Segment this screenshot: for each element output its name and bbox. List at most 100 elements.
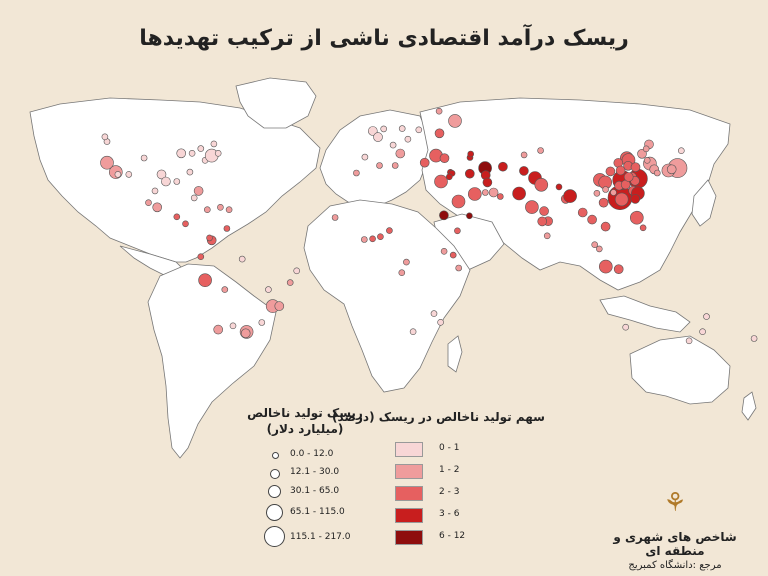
risk-circle xyxy=(703,313,710,320)
risk-circle xyxy=(543,232,551,240)
risk-circle xyxy=(373,132,383,142)
pct-legend-item: 1 - 2 xyxy=(395,464,475,480)
risk-circle xyxy=(161,176,171,187)
risk-circle xyxy=(587,214,597,225)
legend-gdp-risk: ریسک تولید ناخالص (میلیارد دلار) 0.0 - 1… xyxy=(240,405,370,547)
landmass-australia xyxy=(629,335,731,405)
risk-circle xyxy=(293,267,301,275)
brand-block: ⚘ شاخص های شهری و منطقه ای مرجع :دانشگاه… xyxy=(600,490,750,571)
risk-circle xyxy=(206,234,213,242)
risk-circle xyxy=(439,153,450,163)
risk-circle xyxy=(598,259,613,274)
risk-circle xyxy=(173,213,181,221)
risk-circles xyxy=(100,107,758,345)
risk-circle xyxy=(210,140,218,148)
risk-circle xyxy=(593,190,601,197)
risk-circle xyxy=(225,206,233,213)
risk-circle xyxy=(629,210,644,225)
risk-circle xyxy=(193,186,204,196)
risk-circle xyxy=(360,236,368,243)
risk-circle xyxy=(602,186,609,193)
risk-circle xyxy=(367,126,378,136)
risk-circle xyxy=(637,149,647,159)
risk-circle xyxy=(630,194,641,204)
size-legend-item: 115.1 - 217.0 xyxy=(240,526,380,549)
pct-legend-item: 6 - 12 xyxy=(395,530,475,546)
size-legend-label: 12.1 - 30.0 xyxy=(290,467,340,477)
risk-circle xyxy=(439,210,449,221)
risk-circle xyxy=(496,193,504,200)
size-legend-item: 65.1 - 115.0 xyxy=(240,504,380,525)
risk-circle xyxy=(391,162,399,169)
pct-legend-item: 0 - 1 xyxy=(395,442,475,458)
risk-circle xyxy=(615,165,626,176)
risk-circle xyxy=(653,169,661,177)
risk-circle xyxy=(666,164,677,175)
risk-circle xyxy=(361,153,369,161)
map-title: ریسک درآمد اقتصادی ناشی از ترکیب تهدیدها xyxy=(139,26,629,51)
risk-circle xyxy=(539,206,549,216)
risk-circle xyxy=(197,253,205,261)
brand-reference: مرجع :دانشگاه کمبریج xyxy=(628,560,722,571)
risk-circle xyxy=(176,148,186,159)
pct-legend-swatch xyxy=(395,464,423,479)
risk-circle xyxy=(221,286,229,293)
risk-circle xyxy=(430,310,438,317)
landmass-japan xyxy=(691,179,717,227)
risk-circle xyxy=(437,318,444,326)
risk-circle xyxy=(223,225,231,232)
risk-circle xyxy=(190,194,198,202)
risk-circle xyxy=(100,155,114,170)
risk-circle xyxy=(643,157,651,164)
risk-circle xyxy=(380,125,388,133)
risk-circle xyxy=(639,224,647,232)
risk-circle xyxy=(448,114,462,128)
risk-circle xyxy=(467,187,482,201)
risk-circle xyxy=(435,107,443,115)
risk-circle xyxy=(623,172,634,182)
risk-circle xyxy=(229,322,237,330)
risk-circle xyxy=(419,157,430,168)
risk-circle xyxy=(595,245,603,253)
risk-circle xyxy=(449,251,457,259)
risk-circle xyxy=(238,255,246,263)
landmass-south-america xyxy=(147,263,277,459)
risk-circle xyxy=(353,169,360,177)
risk-circle xyxy=(605,166,616,177)
risk-circle xyxy=(512,186,526,201)
risk-circle xyxy=(434,174,448,189)
risk-circle xyxy=(217,204,224,211)
risk-circle xyxy=(386,227,393,234)
brand-org-name: شاخص های شهری و منطقه ای xyxy=(613,530,737,558)
risk-circle xyxy=(454,227,461,235)
risk-circle xyxy=(750,335,758,342)
risk-circle xyxy=(286,279,294,286)
risk-circle xyxy=(577,207,588,218)
brand-logo-icon: ⚘ xyxy=(663,488,687,518)
risk-circle xyxy=(213,324,223,335)
size-legend-circle xyxy=(270,469,280,479)
pct-legend-label: 0 - 1 xyxy=(439,443,460,453)
risk-circle xyxy=(677,147,685,154)
risk-circle xyxy=(537,147,544,154)
size-legend-item: 0.0 - 12.0 xyxy=(240,449,380,469)
risk-circle xyxy=(563,189,577,203)
risk-circle xyxy=(451,194,466,209)
risk-circle xyxy=(467,150,475,158)
risk-circle xyxy=(240,328,251,339)
risk-circle xyxy=(591,241,599,248)
risk-circle xyxy=(197,145,205,152)
pct-legend-swatch xyxy=(395,442,423,457)
risk-circle xyxy=(520,151,528,159)
risk-circle xyxy=(395,148,406,159)
risk-circle xyxy=(525,200,539,214)
risk-circle xyxy=(409,328,417,336)
landmass-madagascar xyxy=(447,335,463,373)
risk-circle xyxy=(614,192,629,207)
pct-legend-swatch xyxy=(395,530,423,545)
size-legend-label: 65.1 - 115.0 xyxy=(290,507,345,517)
risk-circle xyxy=(685,337,693,345)
pct-legend-swatch xyxy=(395,508,423,523)
risk-circle xyxy=(642,145,650,153)
